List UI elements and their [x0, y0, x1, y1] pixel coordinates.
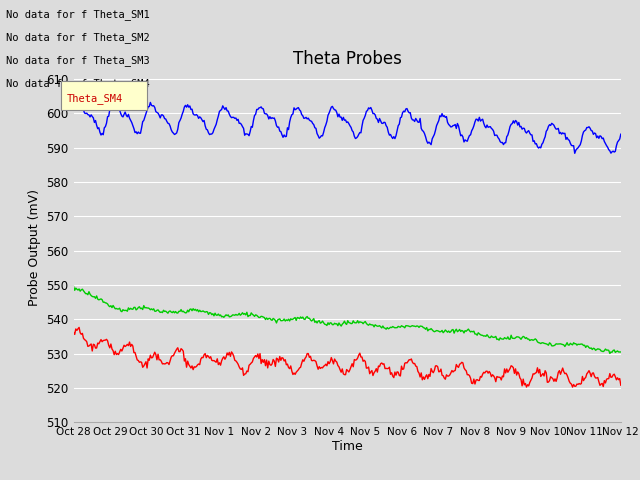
Theta_P2: [333, 321, 340, 327]
Theta_P3: [110, 99, 118, 105]
Text: No data for f Theta_SM2: No data for f Theta_SM2: [6, 32, 150, 43]
Theta_P2: [396, 324, 403, 330]
Theta_P1: [569, 384, 577, 390]
Theta_P3: [397, 115, 404, 120]
Theta_P3: [331, 107, 339, 113]
Theta_P2: [617, 349, 625, 355]
X-axis label: Time: Time: [332, 440, 363, 453]
Theta_P2: [518, 335, 526, 340]
Theta_P3: [571, 150, 579, 156]
Theta_P2: [604, 347, 611, 353]
Theta_P1: [334, 363, 342, 369]
Theta_P1: [331, 356, 339, 362]
Theta_P1: [367, 369, 374, 375]
Theta_P1: [76, 324, 83, 330]
Text: Theta_SM4: Theta_SM4: [67, 93, 124, 104]
Theta_P2: [366, 321, 374, 327]
Text: No data for f Theta_SM1: No data for f Theta_SM1: [6, 9, 150, 20]
Theta_P3: [334, 114, 342, 120]
Line: Theta_P2: Theta_P2: [74, 287, 621, 353]
Theta_P1: [520, 376, 527, 382]
Text: No data for f Theta_SM3: No data for f Theta_SM3: [6, 55, 150, 66]
Theta_P1: [617, 382, 625, 388]
Theta_P3: [70, 104, 77, 109]
Theta_P1: [397, 373, 404, 379]
Text: No data for f Theta_SM4: No data for f Theta_SM4: [6, 78, 150, 89]
Title: Theta Probes: Theta Probes: [292, 49, 402, 68]
Y-axis label: Probe Output (mV): Probe Output (mV): [28, 189, 41, 306]
Theta_P3: [520, 125, 527, 131]
Theta_P1: [606, 371, 614, 376]
Line: Theta_P3: Theta_P3: [74, 102, 621, 153]
Theta_P1: [70, 329, 77, 335]
Theta_P3: [617, 132, 625, 137]
Theta_P3: [367, 105, 374, 110]
Theta_P2: [606, 350, 614, 356]
Line: Theta_P1: Theta_P1: [74, 327, 621, 387]
Theta_P2: [70, 284, 77, 289]
Theta_P3: [606, 148, 614, 154]
Theta_P2: [330, 322, 337, 327]
